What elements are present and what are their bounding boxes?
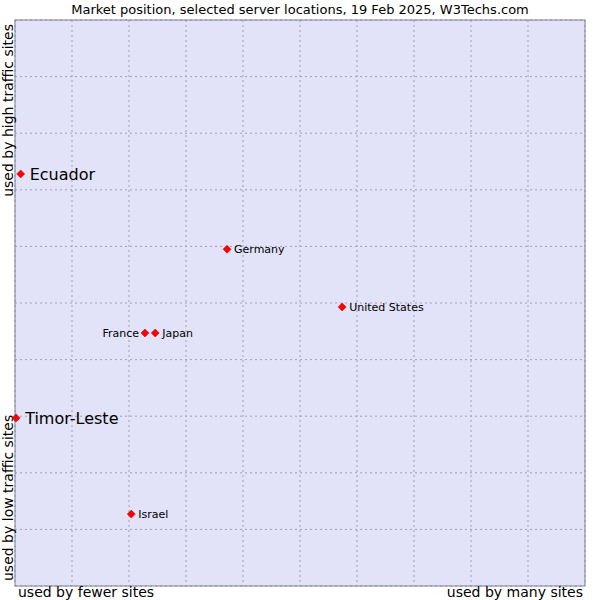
point-label: France [102,327,139,340]
point [151,329,159,337]
grid-line-y [15,472,585,473]
grid-line-y [15,76,585,77]
y-label-top: used by high traffic sites [0,24,16,197]
point [223,245,231,253]
point-label: United States [349,301,424,314]
point-label: Ecuador [30,165,96,184]
title: Market position, selected server locatio… [71,2,529,17]
grid-line-y [15,133,585,134]
plot-area [15,20,585,586]
chart-container: Market position, selected server locatio… [0,0,600,600]
points [12,170,346,518]
point [12,414,20,422]
grid-line-x [528,20,529,586]
y-label-bottom: used by low traffic sites [0,415,16,581]
grid-line-y [15,189,585,190]
background [0,0,600,600]
x-label-right: used by many sites [447,584,583,600]
point [127,510,135,518]
point-label: Timor-Leste [24,409,118,428]
grid-line-x [243,20,244,586]
point-label: Japan [161,327,193,340]
grid-line-y [15,529,585,530]
plot-frame [15,20,585,586]
point [338,303,346,311]
grid-line-y [15,246,585,247]
chart: Market position, selected server locatio… [0,0,600,600]
point [141,329,149,337]
x-label-left: used by fewer sites [18,584,154,600]
point [17,170,25,178]
grid-line-y [15,303,585,304]
point-label: Germany [234,243,285,256]
grid-line-y [15,359,585,360]
point-label: Israel [138,508,168,521]
grid-line-x [129,20,130,586]
